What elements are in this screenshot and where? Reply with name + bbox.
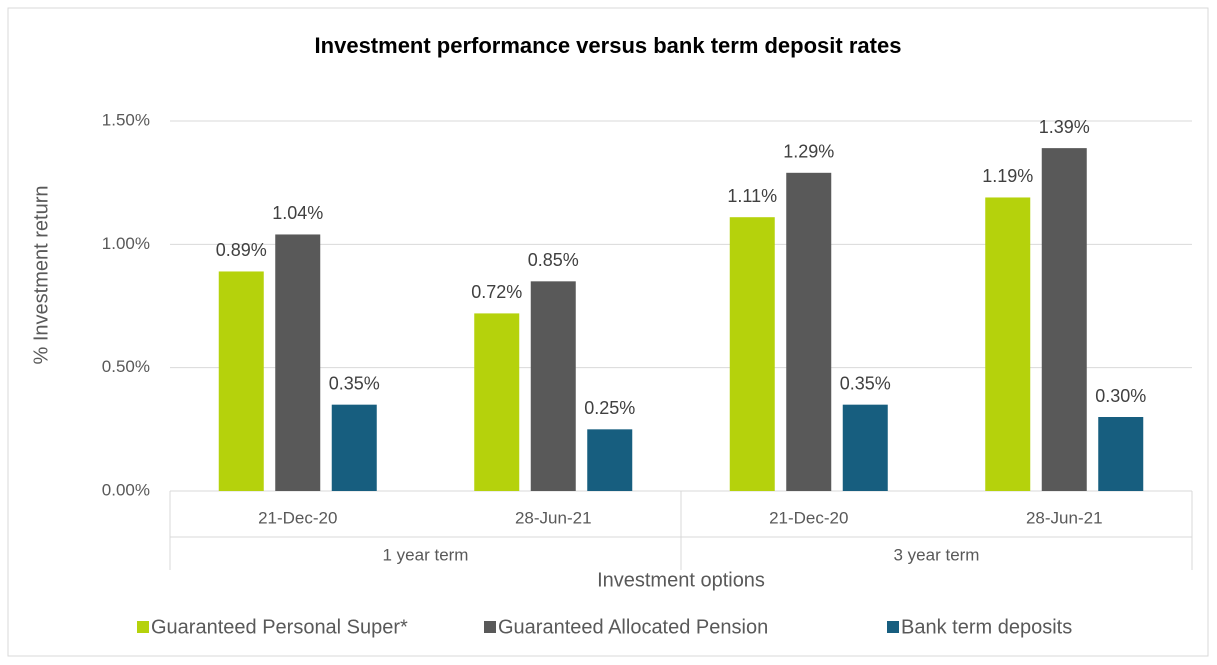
bar xyxy=(842,404,888,491)
legend-label: Guaranteed Personal Super* xyxy=(151,616,408,638)
chart-title: Investment performance versus bank term … xyxy=(315,33,902,58)
y-tick-label: 1.00% xyxy=(102,234,150,253)
legend-swatch xyxy=(137,621,149,633)
data-label: 0.35% xyxy=(840,373,891,393)
legend-label: Bank term deposits xyxy=(901,616,1072,638)
data-label: 0.85% xyxy=(528,250,579,270)
x-tick-label: 28-Jun-21 xyxy=(1026,508,1103,527)
bar xyxy=(331,404,377,491)
bar xyxy=(474,313,520,491)
bar xyxy=(587,429,633,491)
bar xyxy=(1098,417,1144,491)
data-label: 1.04% xyxy=(272,203,323,223)
bar xyxy=(729,217,775,491)
bar xyxy=(218,271,264,491)
bar xyxy=(985,197,1031,491)
data-label: 0.35% xyxy=(329,373,380,393)
data-label: 0.30% xyxy=(1095,386,1146,406)
legend-label: Guaranteed Allocated Pension xyxy=(498,616,768,638)
x-tick-label: 21-Dec-20 xyxy=(769,508,848,527)
legend-swatch xyxy=(484,621,496,633)
data-label: 0.72% xyxy=(471,282,522,302)
data-label: 0.89% xyxy=(216,240,267,260)
legend-swatch xyxy=(887,621,899,633)
y-tick-label: 0.50% xyxy=(102,357,150,376)
x-axis-title: Investment options xyxy=(597,569,765,591)
y-tick-label: 0.00% xyxy=(102,480,150,499)
data-label: 1.39% xyxy=(1039,117,1090,137)
bar xyxy=(1041,148,1087,491)
data-label: 0.25% xyxy=(584,398,635,418)
bar xyxy=(530,281,576,491)
bar xyxy=(786,172,832,492)
x-tick-label: 21-Dec-20 xyxy=(258,508,337,527)
y-axis-title: % Investment return xyxy=(30,186,52,365)
data-label: 1.29% xyxy=(783,142,834,162)
group-label: 3 year term xyxy=(894,545,980,564)
data-label: 1.11% xyxy=(727,186,777,206)
y-tick-label: 1.50% xyxy=(102,110,150,129)
group-label: 1 year term xyxy=(383,545,469,564)
data-label: 1.19% xyxy=(982,166,1033,186)
bar xyxy=(275,234,321,491)
x-tick-label: 28-Jun-21 xyxy=(515,508,592,527)
